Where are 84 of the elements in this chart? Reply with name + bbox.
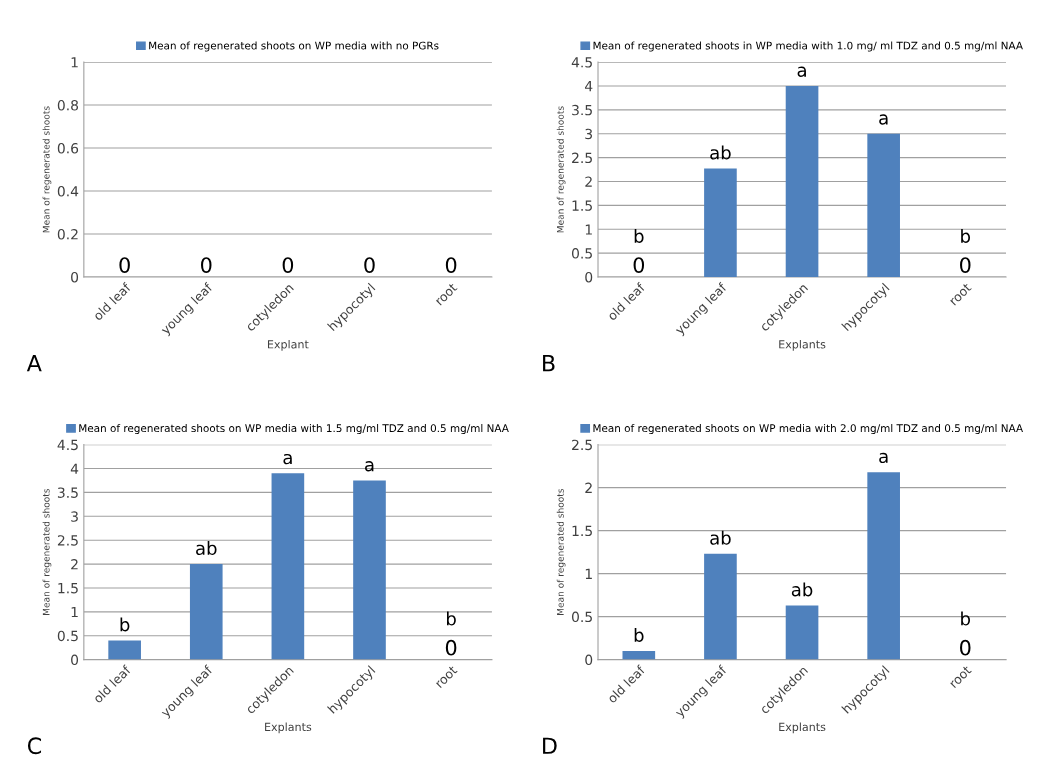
y-tick-label: 0 <box>585 271 593 283</box>
annotation: a <box>283 453 292 465</box>
y-tick-label: 1 <box>71 57 78 68</box>
data-label: 0 <box>282 257 294 273</box>
annotation: b <box>961 228 971 243</box>
data-label: 0 <box>445 639 457 656</box>
x-axis-title: Explant <box>267 339 309 351</box>
legend-label: Mean of regenerated shoots in WP media with 1.0 mg/ ml TDZ and 0.5 mg/ml NAA <box>593 41 1023 52</box>
annotation: ab <box>710 145 731 160</box>
data-label: 0 <box>445 257 457 273</box>
bar <box>622 651 656 660</box>
y-tick-label: 0 <box>585 654 593 666</box>
annotation: a <box>879 114 888 125</box>
data-label: 0 <box>119 257 130 273</box>
y-axis-title: Mean of regenerated shoots <box>556 488 566 615</box>
annotation: a <box>879 452 888 464</box>
bar <box>108 640 141 660</box>
bar <box>353 480 386 660</box>
annotation: b <box>634 228 644 243</box>
x-axis-title: Explants <box>265 722 312 734</box>
legend-label: Mean of regenerated shoots on WP media with no PGRs <box>149 41 439 52</box>
y-tick-label: 0.8 <box>57 100 79 111</box>
annotation: ab <box>791 582 813 597</box>
bar <box>867 133 900 278</box>
bar <box>704 168 737 278</box>
y-tick-label: 2 <box>71 559 78 570</box>
bar <box>271 473 305 660</box>
data-label: 0 <box>633 257 645 273</box>
y-tick-label: 3 <box>585 128 593 140</box>
y-axis-title: Mean of regenerated shoots <box>42 488 52 615</box>
y-tick-label: 1 <box>585 224 592 235</box>
y-tick-label: 0.5 <box>57 630 78 642</box>
y-tick-label: 2.5 <box>572 439 592 451</box>
data-label: 0 <box>201 257 212 273</box>
x-axis-title: Explants <box>779 339 826 351</box>
text: D <box>543 737 557 754</box>
y-tick-label: 1.5 <box>572 525 592 537</box>
annotation: b <box>447 611 456 626</box>
annotation: b <box>120 617 130 632</box>
y-tick-label: 3 <box>71 511 78 522</box>
data-label: 0 <box>960 257 971 273</box>
y-tick-label: 0.4 <box>57 186 79 197</box>
annotation: b <box>961 611 971 626</box>
text: B <box>543 355 555 372</box>
y-tick-label: 4.5 <box>571 57 592 68</box>
y-tick-label: 4.5 <box>57 439 78 451</box>
y-tick-label: 2.5 <box>57 535 78 546</box>
bar <box>785 85 819 278</box>
annotation: a <box>797 66 806 77</box>
y-tick-label: 0.6 <box>57 143 79 154</box>
annotation: ab <box>710 530 731 545</box>
y-axis-title: Mean of regenerated shoots <box>556 106 566 233</box>
y-tick-label: 1.5 <box>58 583 78 594</box>
data-label: 0 <box>960 639 971 656</box>
y-tick-label: 3.5 <box>57 487 78 498</box>
annotation: a <box>365 461 374 472</box>
y-axis-title: Mean of regenerated shoots <box>42 106 52 233</box>
x-tick-label: root <box>948 665 972 689</box>
legend-label: Mean of regenerated shoots on WP media with 2.0 mg/ml TDZ and 0.5 mg/ml NAA <box>593 424 1023 435</box>
bar <box>785 605 819 660</box>
y-tick-label: 2 <box>585 176 592 187</box>
bar <box>704 553 737 660</box>
y-tick-label: 0.5 <box>571 611 592 623</box>
bar <box>189 564 223 660</box>
y-tick-label: 0.2 <box>57 229 78 240</box>
bar <box>867 472 900 660</box>
y-tick-label: 0.5 <box>571 248 592 259</box>
y-tick-label: 1 <box>71 606 78 618</box>
x-axis-title: Explants <box>779 722 826 734</box>
y-tick-label: 4 <box>70 463 79 474</box>
y-tick-label: 0 <box>71 271 79 283</box>
annotation: b <box>634 627 644 642</box>
y-tick-label: 1 <box>585 568 592 579</box>
data-label: 0 <box>364 257 375 273</box>
text: C <box>27 737 42 755</box>
y-tick-label: 1.5 <box>572 200 592 211</box>
y-tick-label: 0 <box>71 654 79 666</box>
legend-label: Mean of regenerated shoots on WP media with 1.5 mg/ml TDZ and 0.5 mg/ml NAA <box>79 424 509 435</box>
text: A <box>26 355 42 372</box>
y-tick-label: 2 <box>585 482 592 493</box>
annotation: ab <box>196 541 217 556</box>
y-tick-label: 4 <box>584 81 593 92</box>
y-tick-label: 3.5 <box>572 104 592 116</box>
y-tick-label: 2.5 <box>572 152 592 164</box>
